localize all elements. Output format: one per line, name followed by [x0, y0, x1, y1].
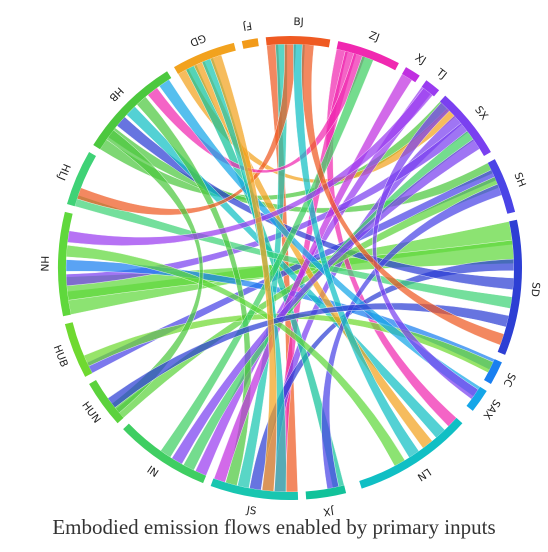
region-labels: SD SC SAX LN JX JS IN HUN HUB HN HLJ HB GD FJ BJ ZJ XJ TJ…: [38, 16, 542, 518]
region-arc-bj: [265, 36, 331, 48]
diagram-caption: Embodied emission flows enabled by prima…: [52, 515, 496, 539]
region-arc-sc: [483, 359, 502, 384]
region-arcs: [58, 36, 522, 500]
region-arc-hlj: [66, 152, 97, 207]
region-label-sx: SX: [472, 104, 490, 122]
region-label-bj: BJ: [293, 16, 304, 28]
region-arc-sax: [466, 386, 487, 411]
chord-ribbon-sd-hb: [116, 116, 514, 290]
region-label-hlj: HLJ: [55, 162, 73, 182]
region-label-jx: JX: [322, 504, 335, 518]
region-label-xj: XJ: [413, 52, 428, 68]
region-arc-js: [210, 478, 299, 500]
region-label-fj: FJ: [242, 19, 253, 32]
chord-ribbon-ln-bj: [293, 43, 420, 458]
region-arc-sd: [497, 219, 522, 355]
region-label-sc: SC: [501, 371, 518, 389]
region-arc-gd: [174, 42, 236, 75]
region-arc-ln: [359, 417, 463, 489]
region-label-sh: SH: [511, 171, 527, 189]
region-label-ln: LN: [415, 466, 433, 484]
chord-ribbon-sx-hn: [65, 122, 469, 287]
region-arc-hn: [58, 211, 73, 317]
region-label-js: JS: [245, 504, 258, 518]
region-arc-hun: [89, 380, 124, 424]
region-label-hb: HB: [106, 84, 125, 103]
region-label-hub: HUB: [51, 343, 70, 369]
region-label-in: IN: [145, 464, 161, 480]
region-label-zj: ZJ: [367, 29, 381, 44]
region-arc-hb: [93, 71, 172, 150]
region-label-gd: GD: [188, 31, 208, 48]
chord-ribbons: [65, 43, 515, 493]
region-arc-tj: [421, 80, 440, 97]
region-label-sax: SAX: [481, 397, 503, 421]
region-label-tj: TJ: [433, 66, 449, 82]
region-label-hn: HN: [38, 256, 50, 272]
region-arc-fj: [241, 38, 259, 49]
region-arc-sh: [487, 159, 516, 214]
region-arc-jx: [305, 485, 347, 500]
region-arc-xj: [402, 67, 420, 83]
region-arc-sx: [439, 95, 491, 156]
chord-ribbon-bj-sd: [301, 44, 505, 346]
region-label-hun: HUN: [79, 400, 102, 426]
region-label-sd: SD: [528, 282, 541, 298]
region-arc-hub: [64, 322, 93, 377]
region-arc-zj: [336, 41, 399, 71]
region-arc-in: [123, 423, 207, 484]
